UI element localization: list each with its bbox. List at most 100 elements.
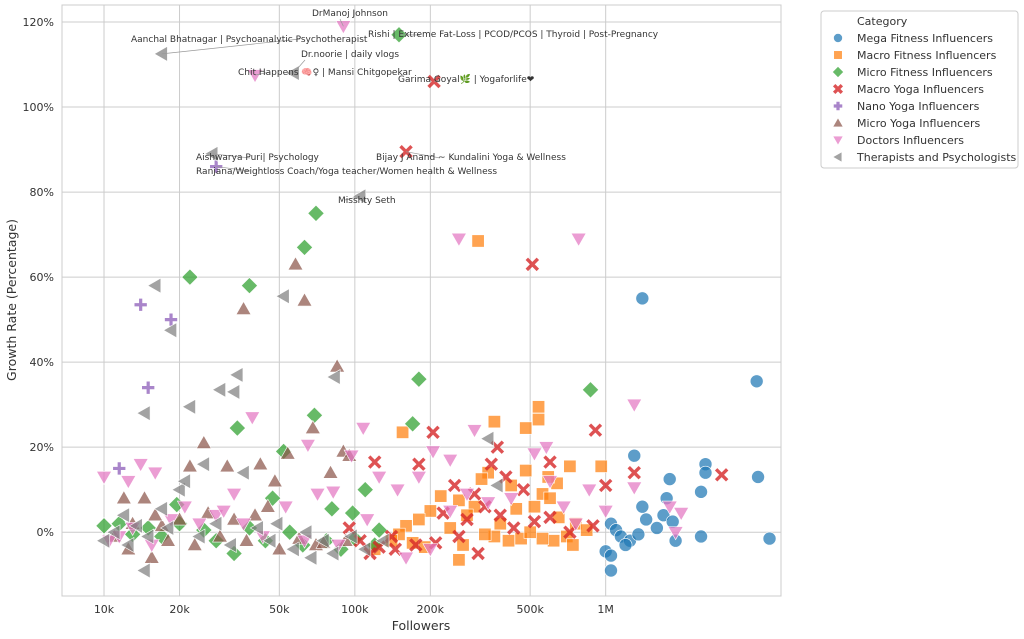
data-point [542,475,559,490]
data-point [581,381,600,399]
x-tick-labels: 10k 20k 50k 100k 200k 500k 1M [94,603,614,616]
data-point [287,256,304,271]
legend-marker [832,151,843,163]
data-point [343,528,358,545]
data-point [370,521,388,539]
data-point [762,531,777,546]
data-point [409,538,423,552]
data-point [208,515,223,532]
data-point [404,415,422,433]
data-point [627,448,642,463]
data-point [442,454,459,469]
data-point [275,288,290,305]
data-point [538,441,555,456]
x-axis-label: Followers [392,618,451,633]
legend-title: Category [857,15,908,28]
data-point [480,496,497,511]
data-point [466,424,483,439]
legend-label: Micro Yoga Influencers [857,117,981,130]
y-tick-label: 0% [37,526,54,539]
data-point [134,298,147,311]
data-point [247,69,264,84]
data-point [136,490,153,505]
annotation-label: Dr.noorie | daily vlogs [301,50,399,60]
annotation-label: Misshty Seth [338,196,396,206]
data-point [627,465,641,480]
data-point [269,515,284,532]
annotation-label: Aanchal Bhatnagar | Psychoanalytic Psych… [131,35,368,45]
legend-marker [831,65,845,79]
data-point [412,512,426,526]
data-point [581,483,598,498]
data-point [563,525,577,539]
data-point [661,500,678,515]
data-point [153,500,168,517]
data-point [279,445,296,460]
legend-label: Macro Yoga Influencers [857,83,984,96]
data-point [694,485,708,499]
data-point [375,532,390,549]
grid-lines [62,5,781,596]
data-point [315,532,330,549]
data-point [142,381,155,394]
annotation-lines [161,18,441,201]
data-point [226,488,243,503]
legend-label: Therapists and Psychologists [856,151,1017,164]
annotation-connector [161,38,301,55]
y-tick-label: 80% [30,186,54,199]
data-point [489,477,504,494]
data-point [95,517,113,535]
y-tick-label: 40% [30,356,54,369]
data-point [631,527,646,542]
series-1 [368,234,608,567]
annotation-label: Ranjana/Weightloss Coach/Yoga teacher/Wo… [196,167,497,177]
data-point [153,45,168,62]
data-point [532,413,546,427]
series-2 [95,26,600,563]
y-tick-label: 120% [23,16,54,29]
legend-frame [820,10,1019,169]
data-point [249,519,264,536]
data-point [527,514,542,529]
data-point [162,322,177,339]
data-point [552,510,566,524]
data-point [240,277,258,295]
data-point [751,470,765,484]
data-point [181,458,198,473]
legend-marker [833,33,843,43]
data-point [303,549,318,566]
data-point [115,507,130,524]
data-point [120,475,137,490]
data-point [136,562,151,579]
data-point [598,478,613,493]
data-point [665,514,680,529]
data-point [113,462,126,475]
y-axis-label: Growth Rate (Percentage) [4,219,19,381]
annotation-connector [434,79,441,82]
data-point [519,464,533,478]
x-tick-label: 100k [341,603,369,616]
data-point [442,505,459,520]
legend-marker [832,135,844,146]
legend-label: Micro Fitness Influencers [857,66,993,79]
data-point [412,457,426,471]
data-point [235,517,252,532]
data-point [426,425,440,440]
data-point [309,488,326,503]
data-point [128,517,143,534]
data-point [450,232,467,247]
legend-label: Mega Fitness Influencers [857,32,993,45]
data-point [195,456,210,473]
data-point [698,465,713,480]
data-point [176,500,193,515]
data-point [95,532,110,549]
data-point [212,528,228,543]
data-point [296,292,313,307]
data-point [618,538,633,552]
data-point [532,400,546,414]
data-point [176,473,191,490]
data-point [259,498,276,513]
data-point [410,471,427,486]
annotation-label: Chit Happens 🧠♀ | Mansi Chitgopekar [238,67,412,78]
data-point [459,488,475,503]
